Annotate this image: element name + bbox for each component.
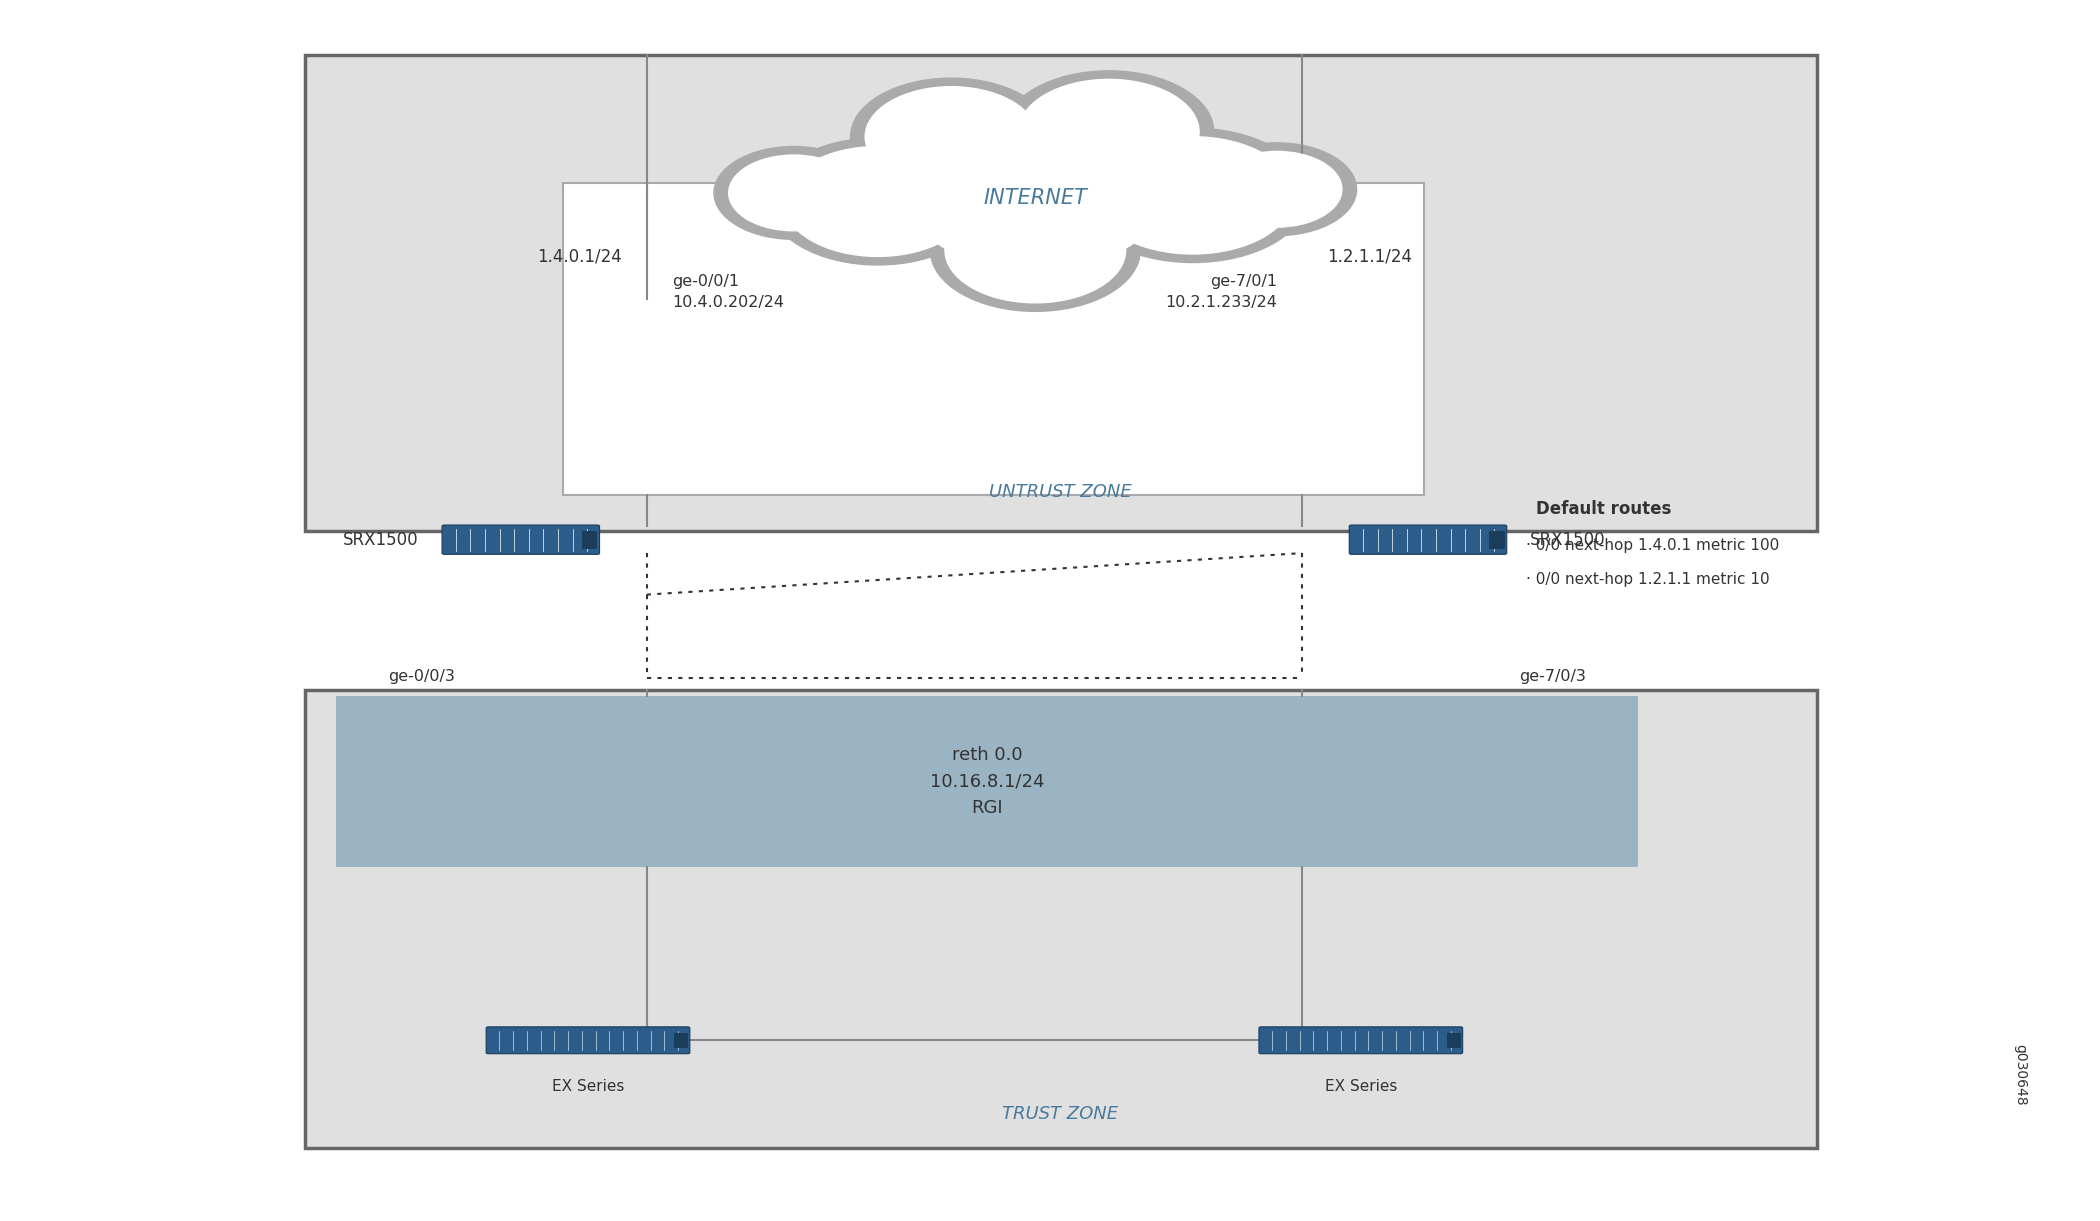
Text: · 0/0 next-hop 1.4.0.1 metric 100: · 0/0 next-hop 1.4.0.1 metric 100 (1525, 538, 1779, 553)
Text: Default routes: Default routes (1537, 501, 1672, 518)
FancyBboxPatch shape (441, 525, 601, 554)
Circle shape (729, 155, 859, 231)
Circle shape (850, 78, 1052, 195)
Circle shape (892, 112, 1178, 278)
FancyBboxPatch shape (1260, 1027, 1462, 1054)
Circle shape (1004, 71, 1214, 193)
FancyBboxPatch shape (336, 696, 1638, 867)
Circle shape (1077, 128, 1308, 263)
Circle shape (945, 198, 1126, 303)
Text: INTERNET: INTERNET (983, 188, 1088, 208)
Circle shape (1197, 143, 1357, 236)
Circle shape (865, 87, 1037, 187)
FancyBboxPatch shape (1447, 1033, 1462, 1049)
Text: TRUST ZONE: TRUST ZONE (1002, 1105, 1119, 1123)
Text: SRX1500: SRX1500 (342, 531, 418, 548)
Circle shape (907, 121, 1163, 270)
FancyBboxPatch shape (563, 183, 1424, 495)
Circle shape (1092, 137, 1294, 254)
FancyBboxPatch shape (304, 55, 1816, 531)
FancyBboxPatch shape (487, 1027, 689, 1054)
FancyBboxPatch shape (674, 1033, 689, 1049)
Text: ge-0/0/3: ge-0/0/3 (388, 669, 456, 684)
Text: · 0/0 next-hop 1.2.1.1 metric 10: · 0/0 next-hop 1.2.1.1 metric 10 (1525, 573, 1770, 587)
Text: g030648: g030648 (2014, 1044, 2026, 1105)
Text: EX Series: EX Series (552, 1079, 624, 1094)
Circle shape (783, 147, 972, 256)
Text: ge-7/0/1
10.2.1.233/24: ge-7/0/1 10.2.1.233/24 (1166, 275, 1277, 310)
Text: EX Series: EX Series (1325, 1079, 1396, 1094)
Text: ge-7/0/3: ge-7/0/3 (1518, 669, 1586, 684)
FancyBboxPatch shape (582, 531, 596, 548)
Text: UNTRUST ZONE: UNTRUST ZONE (989, 482, 1132, 501)
FancyBboxPatch shape (1350, 525, 1508, 554)
Text: 1.2.1.1/24: 1.2.1.1/24 (1327, 248, 1411, 265)
Circle shape (714, 147, 874, 239)
Circle shape (769, 138, 987, 265)
Text: 1.4.0.1/24: 1.4.0.1/24 (538, 248, 622, 265)
Circle shape (1018, 79, 1199, 184)
FancyBboxPatch shape (304, 690, 1816, 1148)
Circle shape (1212, 151, 1342, 227)
Text: SRX1500: SRX1500 (1529, 531, 1606, 548)
Circle shape (930, 189, 1140, 311)
Text: reth 0.0
10.16.8.1/24
RGI: reth 0.0 10.16.8.1/24 RGI (930, 746, 1044, 817)
FancyBboxPatch shape (1489, 531, 1504, 548)
Text: ge-0/0/1
10.4.0.202/24: ge-0/0/1 10.4.0.202/24 (672, 275, 783, 310)
